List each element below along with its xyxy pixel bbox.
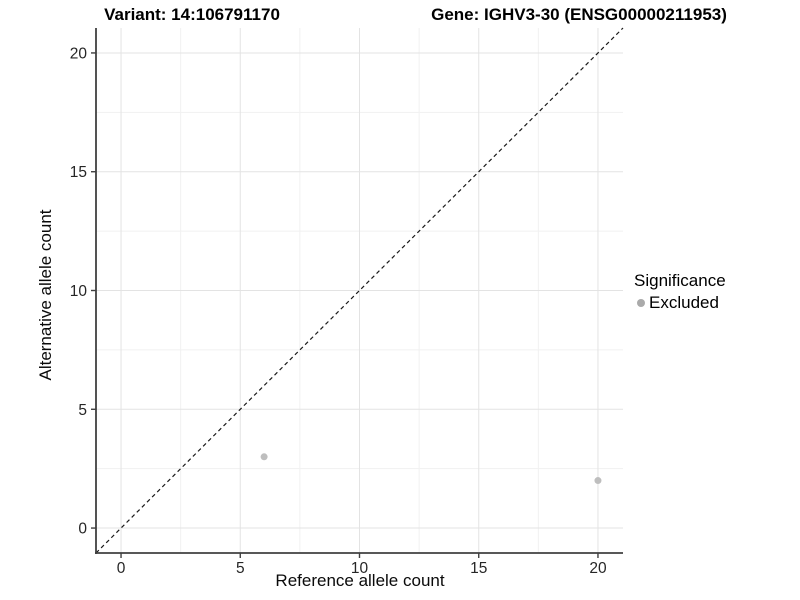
y-axis-title: Alternative allele count: [36, 209, 55, 381]
x-tick-label: 15: [470, 560, 487, 577]
legend: Significance Excluded: [634, 271, 726, 313]
x-tick-label: 0: [117, 560, 126, 577]
y-tick-label: 5: [78, 402, 87, 419]
identity-line: [95, 27, 624, 554]
legend-item-label: Excluded: [649, 293, 719, 312]
y-tick-label: 15: [70, 164, 87, 181]
gene-title: Gene: IGHV3-30 (ENSG00000211953): [431, 5, 727, 24]
legend-title: Significance: [634, 271, 726, 290]
data-point: [594, 477, 602, 485]
y-tick-label: 10: [70, 283, 88, 300]
x-tick-label: 5: [236, 560, 245, 577]
data-point: [260, 453, 268, 461]
variant-title: Variant: 14:106791170: [104, 5, 280, 24]
x-axis-title: Reference allele count: [275, 571, 445, 590]
x-tick-label: 10: [351, 560, 369, 577]
legend-item-excluded: Excluded: [637, 293, 726, 313]
x-tick-label: 20: [589, 560, 607, 577]
excluded-dot-icon: [637, 299, 645, 307]
y-tick-label: 20: [70, 45, 88, 62]
y-tick-label: 0: [78, 521, 87, 538]
